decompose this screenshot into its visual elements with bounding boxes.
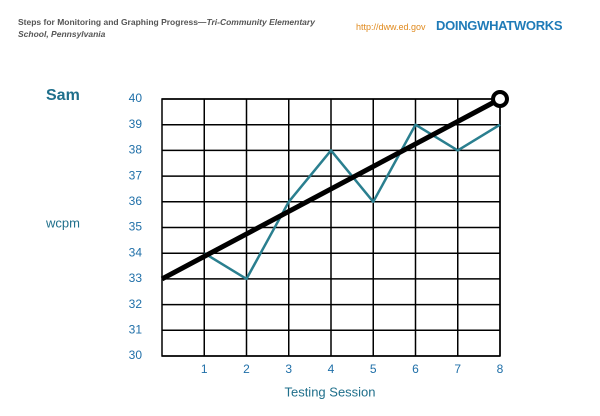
series-line [160,96,502,282]
y-tick-label: 32 [129,297,143,311]
y-axis-label: wcpm [45,215,80,230]
x-tick-label: 5 [370,362,377,376]
y-tick-label: 30 [129,348,143,362]
x-tick-label: 7 [454,362,461,376]
x-axis-label: Testing Session [284,384,375,399]
logo: DOINGWHATWORKS [436,18,563,33]
y-tick-label: 34 [129,245,143,259]
chart-title: Sam [46,87,80,104]
y-tick-label: 36 [129,194,143,208]
x-tick-label: 1 [201,362,208,376]
title-italic: Tri-Community Elementary School, Pennsyl… [18,17,315,39]
y-tick-label: 33 [129,271,143,285]
y-tick-label: 40 [129,91,143,105]
y-tick-label: 35 [129,220,143,234]
x-tick-label: 4 [328,362,335,376]
y-tick-label: 38 [129,143,143,157]
x-tick-label: 6 [412,362,419,376]
header-title: Steps for Monitoring and Graphing Progre… [18,16,318,40]
x-tick-label: 3 [285,362,292,376]
y-tick-label: 39 [129,117,143,131]
title-main: Steps for Monitoring and Graphing Progre… [18,17,207,27]
url: http://dww.ed.gov [356,22,426,32]
end-marker [491,90,509,108]
x-tick-label: 2 [243,362,250,376]
x-tick-label: 8 [497,362,504,376]
y-tick-label: 31 [129,322,143,336]
y-tick-label: 37 [129,168,143,182]
